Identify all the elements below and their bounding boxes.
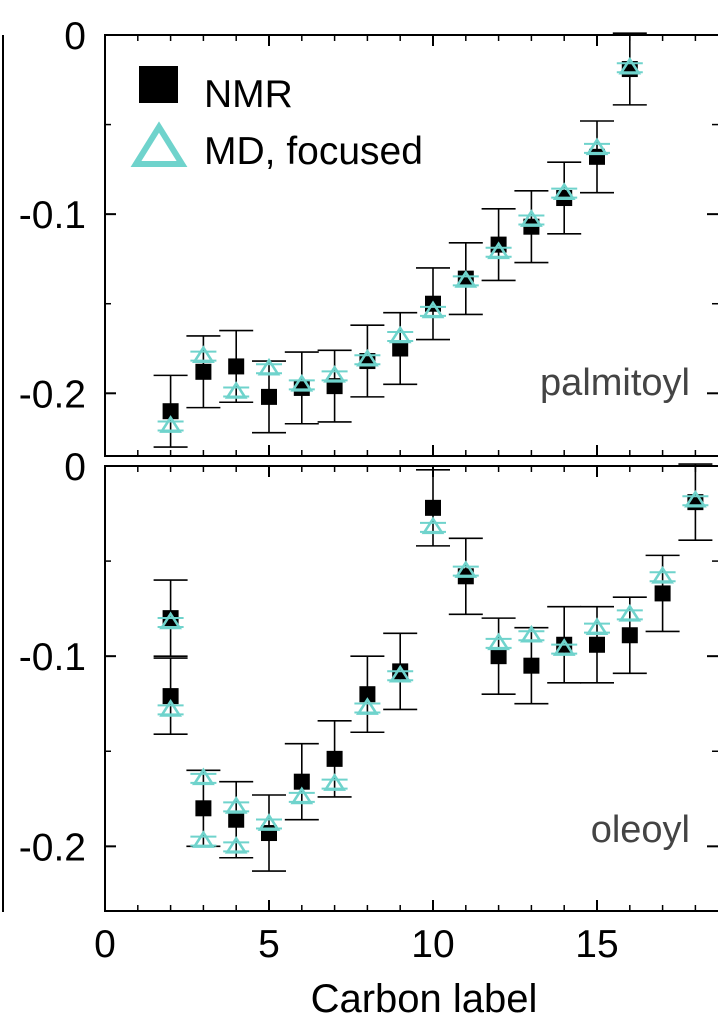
nmr-point: [654, 585, 671, 602]
md-point: [585, 617, 609, 635]
nmr-point: [392, 340, 409, 357]
x-tick-label: 5: [258, 923, 280, 966]
nmr-point: [359, 686, 376, 703]
nmr-point: [228, 811, 245, 828]
panel-oleoyl: 0 -0.1 -0.2 oleoyl: [19, 446, 718, 912]
y-tick-label: 0: [64, 15, 86, 58]
md-point: [192, 830, 215, 848]
md-point: [224, 796, 248, 814]
md-point: [388, 325, 412, 344]
md-point: [290, 373, 314, 392]
nmr-point: [589, 148, 605, 165]
md-point: [159, 699, 182, 717]
md-point: [585, 137, 609, 156]
md-point: [192, 767, 215, 786]
nmr-point: [621, 627, 638, 644]
nmr-point: [162, 403, 179, 420]
x-tick-label: 0: [94, 923, 116, 966]
md-point: [454, 560, 478, 578]
plot-frame: [104, 465, 718, 912]
x-axis-title: Carbon label: [311, 977, 538, 1020]
md-point: [290, 786, 314, 805]
md-point: [520, 624, 543, 643]
md-point: [323, 364, 346, 383]
nmr-point: [261, 388, 277, 405]
nmr-point: [326, 750, 343, 767]
nmr-point: [523, 657, 540, 674]
nmr-point: [195, 800, 212, 817]
md-point: [224, 381, 248, 399]
md-point: [388, 664, 412, 683]
panel-label: palmitoyl: [540, 362, 690, 404]
nmr-point: [490, 648, 507, 665]
legend-md-label: MD, focused: [204, 130, 423, 173]
y-tick-label: -0.2: [19, 373, 86, 416]
y-tick-label: -0.1: [19, 194, 86, 237]
y-tick-label: -0.1: [19, 636, 86, 679]
panels-layer: 0 -0.1 -0.2 palmitoyl 0 -0.1 -0.2 oleoyl 0 5 10 15: [19, 15, 718, 966]
md-point: [552, 638, 576, 656]
md-point: [487, 241, 510, 260]
md-point: [421, 300, 445, 319]
md-point: [421, 516, 445, 535]
md-point: [356, 348, 379, 367]
md-point: [192, 345, 215, 363]
legend-md-marker: [130, 121, 188, 167]
nmr-point: [293, 773, 310, 790]
y-tick-label: -0.2: [19, 826, 86, 869]
legend: NMR MD, focused: [130, 66, 423, 173]
md-point: [159, 415, 182, 433]
panel-palmitoyl: 0 -0.1 -0.2 palmitoyl: [19, 15, 718, 457]
nmr-point: [425, 499, 441, 516]
md-point: [684, 489, 707, 508]
nmr-point: [162, 688, 179, 705]
md-point: [454, 270, 478, 288]
md-point: [618, 56, 642, 75]
legend-nmr-label: NMR: [204, 73, 293, 116]
plot-frame: [104, 34, 718, 457]
md-point: [618, 603, 642, 622]
nmr-point: [261, 825, 277, 842]
md-point: [651, 565, 674, 584]
md-point: [257, 813, 281, 831]
x-tick-label: 15: [575, 923, 618, 966]
md-point: [257, 357, 281, 376]
nmr-point: [195, 363, 212, 380]
legend-nmr-marker: [139, 66, 178, 103]
x-tick-label: 10: [411, 923, 454, 966]
nmr-point: [457, 270, 474, 287]
nmr-point: [228, 358, 245, 375]
md-point: [487, 632, 510, 651]
md-point: [159, 611, 182, 630]
panel-label: oleoyl: [591, 809, 690, 851]
md-point: [520, 209, 543, 227]
nmr-point: [589, 636, 605, 653]
md-point: [323, 773, 346, 791]
y-tick-label: 0: [64, 446, 86, 489]
md-point: [552, 182, 576, 200]
nmr-point: [293, 379, 310, 396]
md-point: [224, 835, 248, 854]
md-point: [356, 697, 379, 715]
